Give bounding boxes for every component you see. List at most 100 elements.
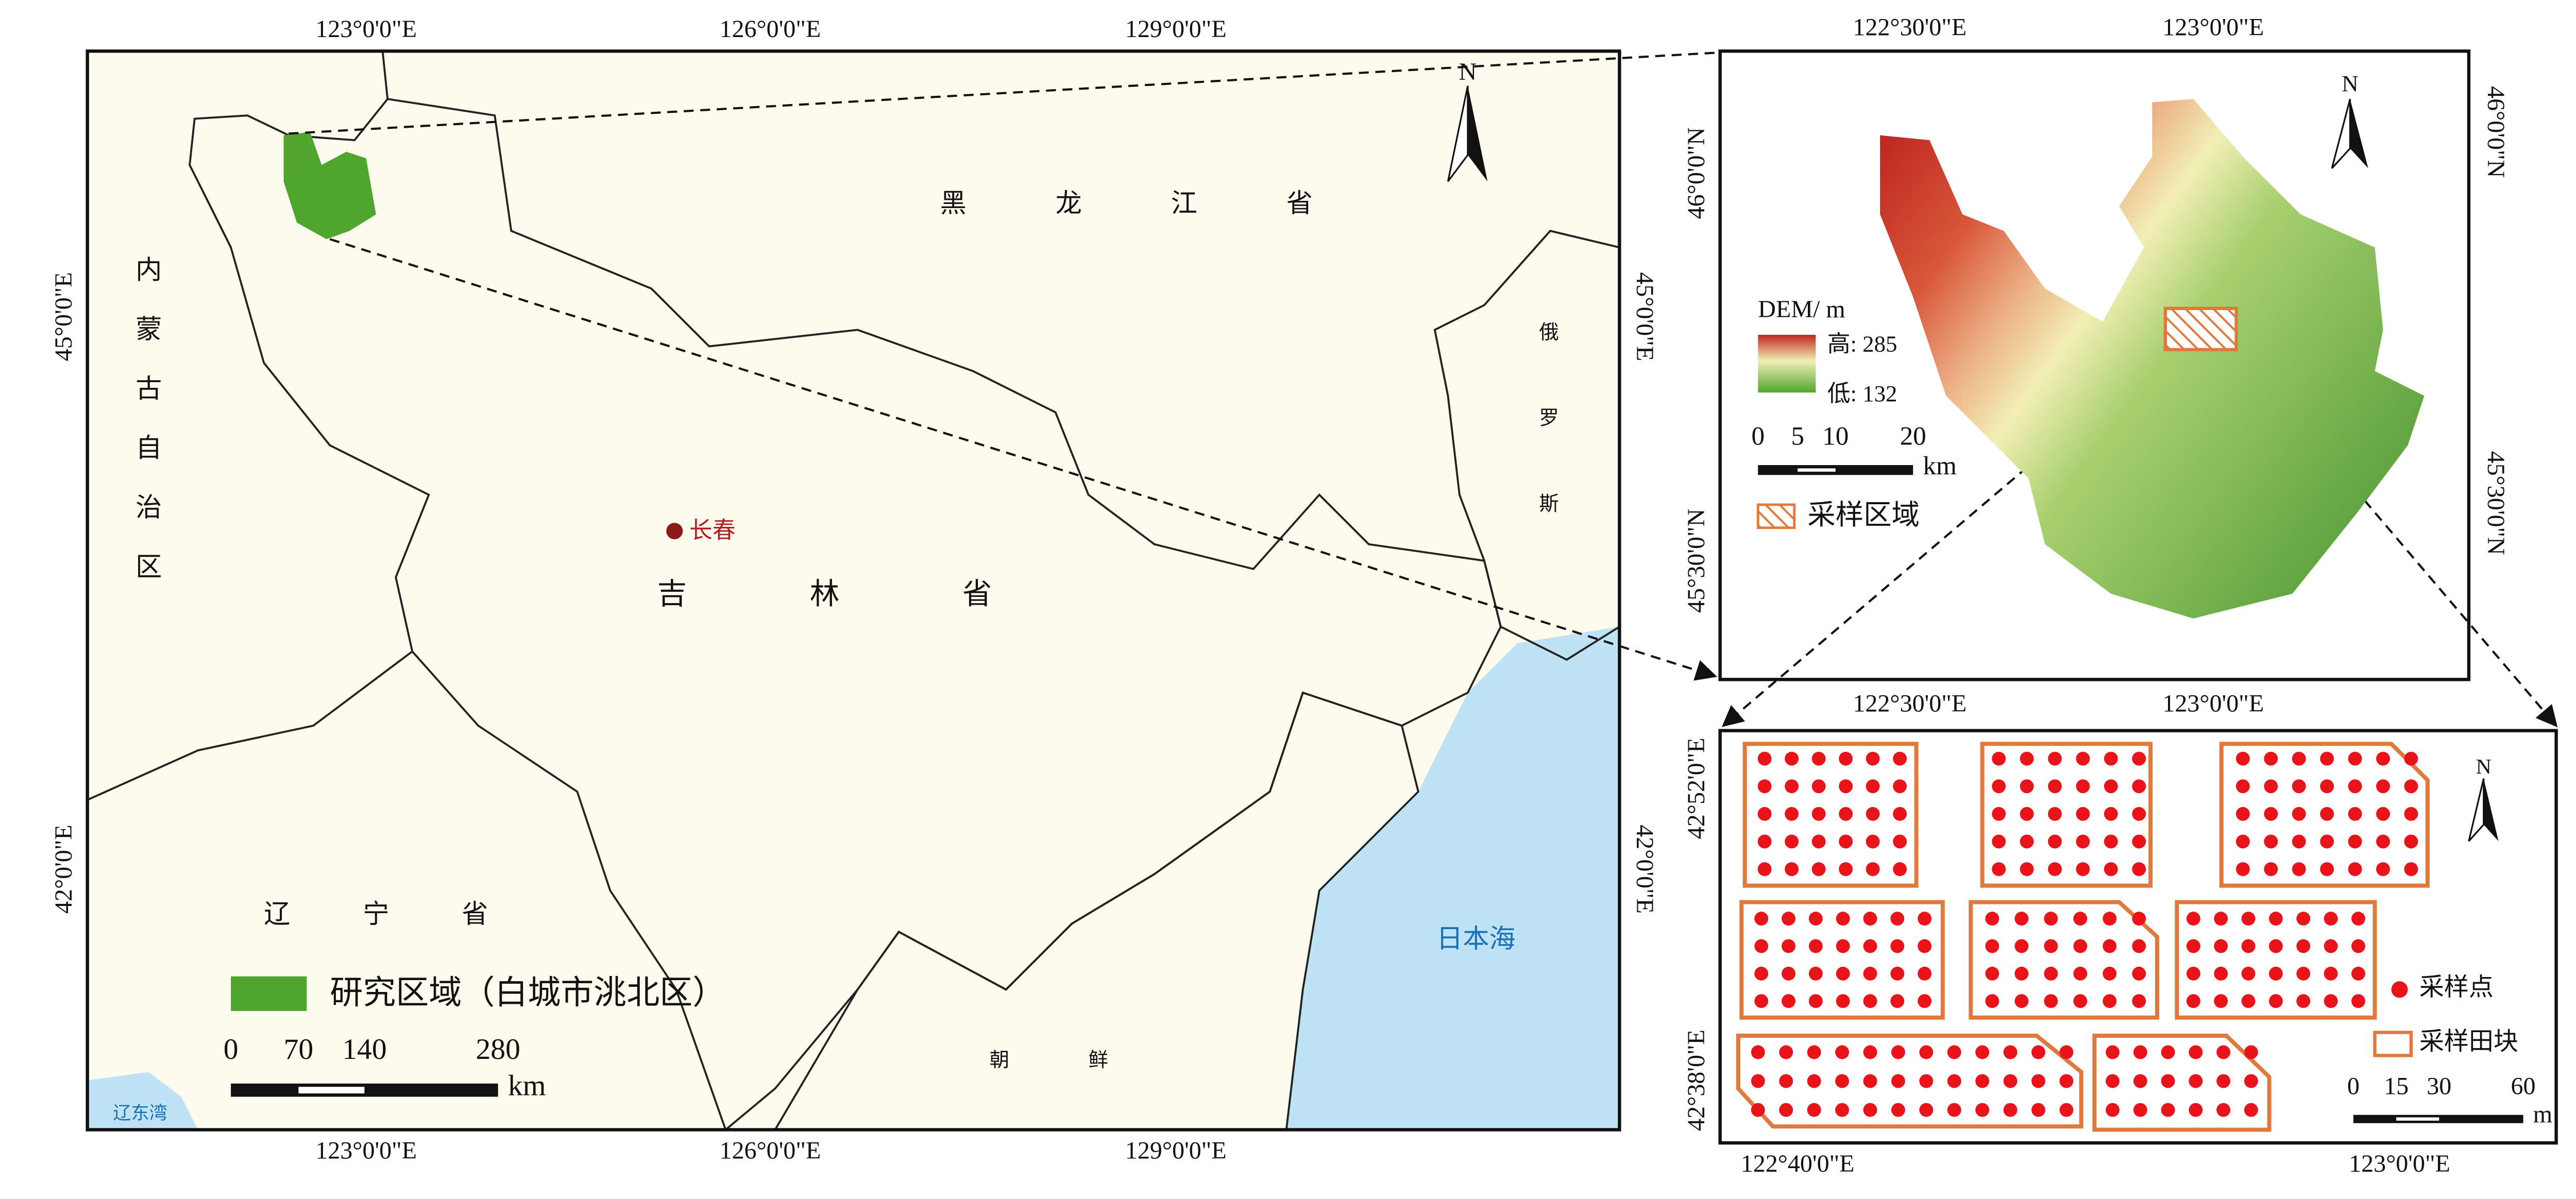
sample-point bbox=[2020, 779, 2034, 794]
sample-point bbox=[2044, 912, 2058, 926]
sample-point bbox=[2186, 966, 2200, 981]
sample-point bbox=[2296, 939, 2311, 953]
sample-point bbox=[1866, 751, 1880, 766]
sample-point bbox=[2031, 1103, 2045, 1117]
scale-unit: m bbox=[2533, 1101, 2552, 1128]
sample-point bbox=[2244, 1103, 2258, 1117]
sample-point bbox=[2264, 779, 2278, 794]
sample-point bbox=[1919, 1103, 1934, 1117]
sample-point bbox=[1863, 1074, 1877, 1088]
sample-point bbox=[2348, 807, 2362, 821]
sample-point bbox=[2106, 1045, 2120, 1059]
sample-point bbox=[2241, 994, 2256, 1008]
sample-point bbox=[1863, 1103, 1877, 1117]
sample-point bbox=[2324, 966, 2338, 981]
sample-point bbox=[2351, 939, 2365, 953]
scale-bar bbox=[298, 1087, 365, 1094]
scale-label: 10 bbox=[1822, 422, 1849, 451]
lat-tick: 46°0'0"N bbox=[1683, 127, 1710, 219]
sample-point bbox=[1893, 779, 1907, 794]
sample-point bbox=[1808, 966, 1823, 981]
sample-point bbox=[2059, 1045, 2074, 1059]
sample-point bbox=[2296, 994, 2311, 1008]
legend-swatch bbox=[231, 976, 307, 1011]
sample-point bbox=[1839, 862, 1853, 877]
sample-point bbox=[2003, 1045, 2018, 1059]
sample-point bbox=[1836, 966, 1850, 981]
legend-label: 采样点 bbox=[2419, 973, 2494, 1001]
sample-point bbox=[2104, 751, 2118, 766]
lon-tick: 122°40'0"E bbox=[1741, 1150, 1855, 1177]
sample-point bbox=[1975, 1045, 1990, 1059]
north-arrow bbox=[2350, 99, 2368, 168]
north-arrow bbox=[1467, 85, 1488, 182]
sample-point bbox=[1811, 807, 1826, 821]
sample-point bbox=[2104, 862, 2118, 877]
scale-label: 30 bbox=[2427, 1072, 2451, 1100]
main-map: 123°0'0"E 126°0'0"E 129°0'0"E 123°0'0"E … bbox=[50, 15, 1658, 1164]
sea bbox=[1286, 626, 1620, 1130]
sample-point bbox=[1811, 779, 1826, 794]
sample-point bbox=[2014, 994, 2029, 1008]
legend-swatch bbox=[1756, 503, 1796, 529]
scale-label: 5 bbox=[1791, 422, 1804, 451]
sample-point bbox=[2268, 912, 2283, 926]
sample-point bbox=[1992, 807, 2006, 821]
scale-label: 140 bbox=[342, 1033, 386, 1066]
sample-point bbox=[2216, 1103, 2231, 1117]
lat-tick: 45°0'0"E bbox=[50, 272, 77, 361]
sample-point bbox=[1808, 939, 1823, 953]
sample-point bbox=[2292, 779, 2306, 794]
sample-point bbox=[1836, 939, 1850, 953]
sample-point bbox=[2048, 807, 2062, 821]
sampling-field bbox=[1739, 900, 1945, 1020]
sample-point bbox=[2348, 834, 2362, 849]
lon-tick: 122°30'0"E bbox=[1853, 14, 1967, 41]
scale-label: 15 bbox=[2384, 1072, 2409, 1100]
sample-point bbox=[2264, 834, 2278, 849]
sample-point bbox=[1782, 966, 1795, 981]
sample-point bbox=[1863, 912, 1877, 926]
sample-point bbox=[2376, 862, 2390, 877]
sample-point bbox=[1890, 994, 1905, 1008]
sampling-field bbox=[2175, 900, 2377, 1020]
scale-label: 0 bbox=[1751, 422, 1765, 451]
sample-point bbox=[1835, 1103, 1849, 1117]
sample-point bbox=[1808, 994, 1823, 1008]
sample-point bbox=[2020, 862, 2034, 877]
sample-point bbox=[2106, 1103, 2120, 1117]
sample-point bbox=[1779, 1045, 1793, 1059]
lat-tick: 42°38'0"E bbox=[1683, 1030, 1710, 1131]
sample-point bbox=[2320, 807, 2334, 821]
jilin bbox=[189, 98, 1502, 1132]
sample-point bbox=[2103, 966, 2117, 981]
sample-point bbox=[1891, 1045, 1905, 1059]
sample-point bbox=[2376, 779, 2390, 794]
dem-area bbox=[1880, 99, 2425, 619]
sample-point bbox=[2235, 751, 2250, 766]
sample-point bbox=[2214, 994, 2228, 1008]
sample-point bbox=[2073, 966, 2088, 981]
sample-point bbox=[2348, 779, 2362, 794]
north-arrow bbox=[2468, 778, 2485, 842]
connector bbox=[289, 52, 1716, 135]
sample-point bbox=[2073, 912, 2088, 926]
sample-point bbox=[2296, 966, 2311, 981]
sample-point bbox=[1919, 1074, 1934, 1088]
sample-point bbox=[1754, 966, 1769, 981]
sampling-region bbox=[2163, 306, 2238, 352]
sample-point bbox=[2214, 939, 2228, 953]
sample-point bbox=[1890, 912, 1905, 926]
sample-point bbox=[1975, 1103, 1990, 1117]
sample-point bbox=[1947, 1074, 1961, 1088]
sample-point bbox=[2044, 939, 2058, 953]
sample-point bbox=[2073, 994, 2088, 1008]
sample-point bbox=[1751, 1045, 1765, 1059]
sample-point bbox=[1807, 1045, 1821, 1059]
sample-point bbox=[2376, 834, 2390, 849]
sample-point bbox=[2161, 1045, 2175, 1059]
sample-point bbox=[1866, 807, 1880, 821]
sampling-field bbox=[1969, 900, 2159, 1020]
sample-point bbox=[1785, 862, 1799, 877]
sample-point bbox=[1985, 966, 1999, 981]
